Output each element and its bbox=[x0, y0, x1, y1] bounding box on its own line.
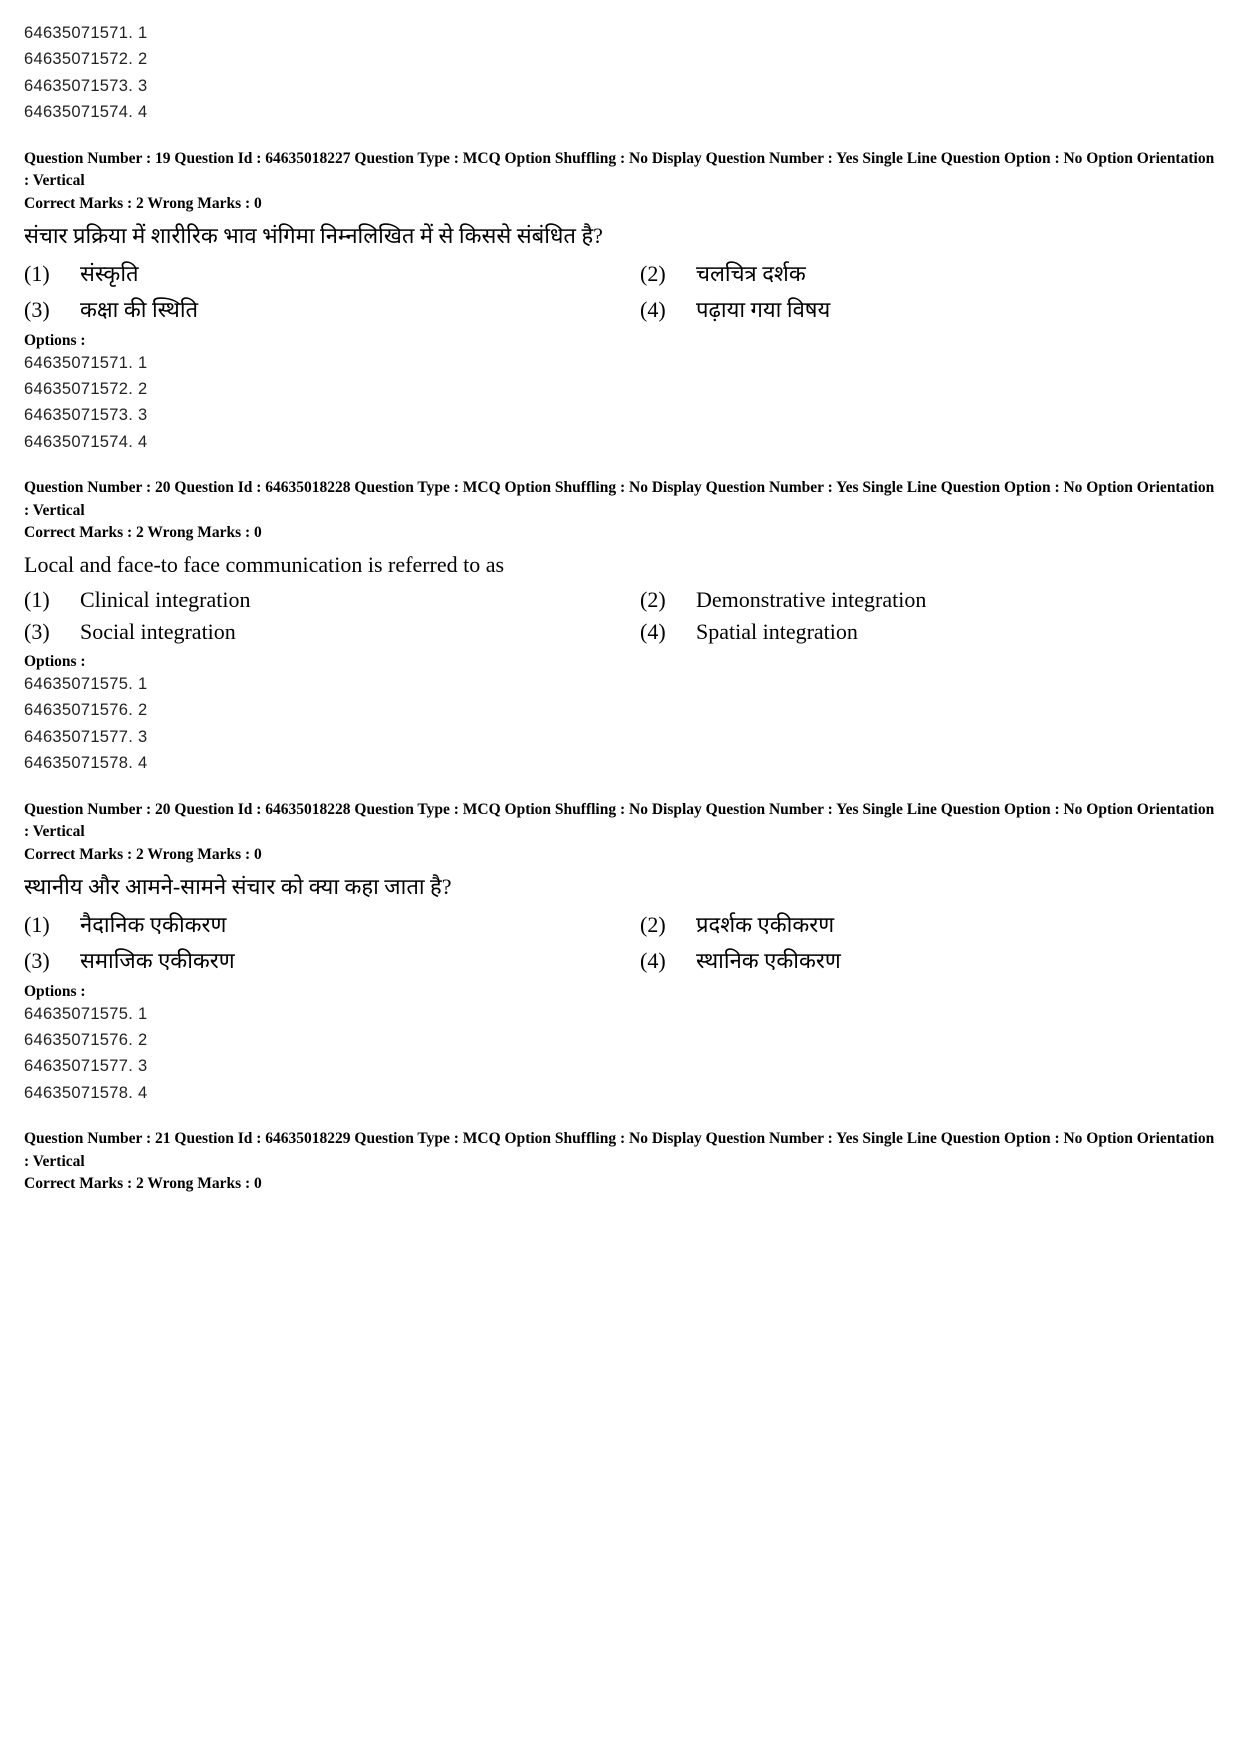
choice: (3) समाजिक एकीकरण bbox=[24, 945, 600, 975]
option-line: 64635071574. 4 bbox=[24, 429, 1216, 455]
choice: (1) संस्कृति bbox=[24, 258, 600, 288]
option-line: 64635071578. 4 bbox=[24, 1080, 1216, 1106]
choice: (1) Clinical integration bbox=[24, 587, 600, 613]
choice-text: कक्षा की स्थिति bbox=[80, 294, 198, 324]
choice-number: (3) bbox=[24, 297, 58, 323]
choice-number: (4) bbox=[640, 619, 674, 645]
choice: (3) कक्षा की स्थिति bbox=[24, 294, 600, 324]
question-meta: Question Number : 20 Question Id : 64635… bbox=[24, 477, 1216, 522]
choice-number: (3) bbox=[24, 619, 58, 645]
choice-number: (2) bbox=[640, 912, 674, 938]
question-marks: Correct Marks : 2 Wrong Marks : 0 bbox=[24, 195, 1216, 213]
options-label: Options : bbox=[24, 332, 1216, 350]
question-meta: Question Number : 21 Question Id : 64635… bbox=[24, 1128, 1216, 1173]
choice-text: Social integration bbox=[80, 619, 236, 645]
choice-text: स्थानिक एकीकरण bbox=[696, 945, 841, 975]
option-line: 64635071571. 1 bbox=[24, 350, 1216, 376]
choices-grid: (1) नैदानिक एकीकरण (2) प्रदर्शक एकीकरण (3) सम… bbox=[24, 909, 1216, 975]
choices-grid: (1) Clinical integration (2) Demonstrative … bbox=[24, 587, 1216, 645]
options-list: 64635071571. 164635071572. 264635071573.… bbox=[24, 350, 1216, 456]
option-line: 64635071575. 1 bbox=[24, 671, 1216, 697]
option-line: 64635071577. 3 bbox=[24, 1053, 1216, 1079]
option-line: 64635071574. 4 bbox=[24, 99, 1216, 125]
question-block: Question Number : 21 Question Id : 64635… bbox=[24, 1128, 1216, 1193]
question-meta: Question Number : 19 Question Id : 64635… bbox=[24, 148, 1216, 193]
choice: (4) स्थानिक एकीकरण bbox=[640, 945, 1216, 975]
option-line: 64635071573. 3 bbox=[24, 402, 1216, 428]
choice: (4) पढ़ाया गया विषय bbox=[640, 294, 1216, 324]
option-line: 64635071572. 2 bbox=[24, 46, 1216, 72]
choice-number: (1) bbox=[24, 912, 58, 938]
question-marks: Correct Marks : 2 Wrong Marks : 0 bbox=[24, 846, 1216, 864]
option-line: 64635071572. 2 bbox=[24, 376, 1216, 402]
choice-number: (2) bbox=[640, 587, 674, 613]
choice-text: संस्कृति bbox=[80, 258, 139, 288]
choice-text: प्रदर्शक एकीकरण bbox=[696, 909, 834, 939]
choice-number: (1) bbox=[24, 261, 58, 287]
question-marks: Correct Marks : 2 Wrong Marks : 0 bbox=[24, 524, 1216, 542]
choice-text: Spatial integration bbox=[696, 619, 858, 645]
choice: (4) Spatial integration bbox=[640, 619, 1216, 645]
option-line: 64635071573. 3 bbox=[24, 73, 1216, 99]
question-text: स्थानीय और आमने-सामने संचार को क्या कहा … bbox=[24, 870, 1216, 903]
choice: (1) नैदानिक एकीकरण bbox=[24, 909, 600, 939]
question-block: Question Number : 20 Question Id : 64635… bbox=[24, 799, 1216, 1107]
question-text: संचार प्रक्रिया में शारीरिक भाव भंगिमा न… bbox=[24, 219, 1216, 252]
choice-number: (3) bbox=[24, 948, 58, 974]
option-line: 64635071571. 1 bbox=[24, 20, 1216, 46]
choice: (2) प्रदर्शक एकीकरण bbox=[640, 909, 1216, 939]
choice: (2) Demonstrative integration bbox=[640, 587, 1216, 613]
choice-number: (4) bbox=[640, 297, 674, 323]
choices-grid: (1) संस्कृति (2) चलचित्र दर्शक (3) कक्षा की स… bbox=[24, 258, 1216, 324]
choice: (2) चलचित्र दर्शक bbox=[640, 258, 1216, 288]
option-line: 64635071576. 2 bbox=[24, 697, 1216, 723]
choice-number: (4) bbox=[640, 948, 674, 974]
options-list: 64635071575. 164635071576. 264635071577.… bbox=[24, 1001, 1216, 1107]
option-line: 64635071578. 4 bbox=[24, 750, 1216, 776]
choice-text: पढ़ाया गया विषय bbox=[696, 294, 830, 324]
choice-text: समाजिक एकीकरण bbox=[80, 945, 235, 975]
option-line: 64635071575. 1 bbox=[24, 1001, 1216, 1027]
options-label: Options : bbox=[24, 653, 1216, 671]
question-text: Local and face-to face communication is … bbox=[24, 548, 1216, 581]
options-list: 64635071571. 164635071572. 264635071573.… bbox=[24, 20, 1216, 126]
option-line: 64635071577. 3 bbox=[24, 724, 1216, 750]
choice-text: चलचित्र दर्शक bbox=[696, 258, 806, 288]
question-block: Question Number : 19 Question Id : 64635… bbox=[24, 148, 1216, 456]
choice-number: (1) bbox=[24, 587, 58, 613]
options-list: 64635071575. 164635071576. 264635071577.… bbox=[24, 671, 1216, 777]
question-marks: Correct Marks : 2 Wrong Marks : 0 bbox=[24, 1175, 1216, 1193]
question-meta: Question Number : 20 Question Id : 64635… bbox=[24, 799, 1216, 844]
option-line: 64635071576. 2 bbox=[24, 1027, 1216, 1053]
options-label: Options : bbox=[24, 983, 1216, 1001]
choice-number: (2) bbox=[640, 261, 674, 287]
choice-text: Demonstrative integration bbox=[696, 587, 926, 613]
choice-text: नैदानिक एकीकरण bbox=[80, 909, 226, 939]
question-block: Question Number : 20 Question Id : 64635… bbox=[24, 477, 1216, 777]
choice-text: Clinical integration bbox=[80, 587, 250, 613]
choice: (3) Social integration bbox=[24, 619, 600, 645]
